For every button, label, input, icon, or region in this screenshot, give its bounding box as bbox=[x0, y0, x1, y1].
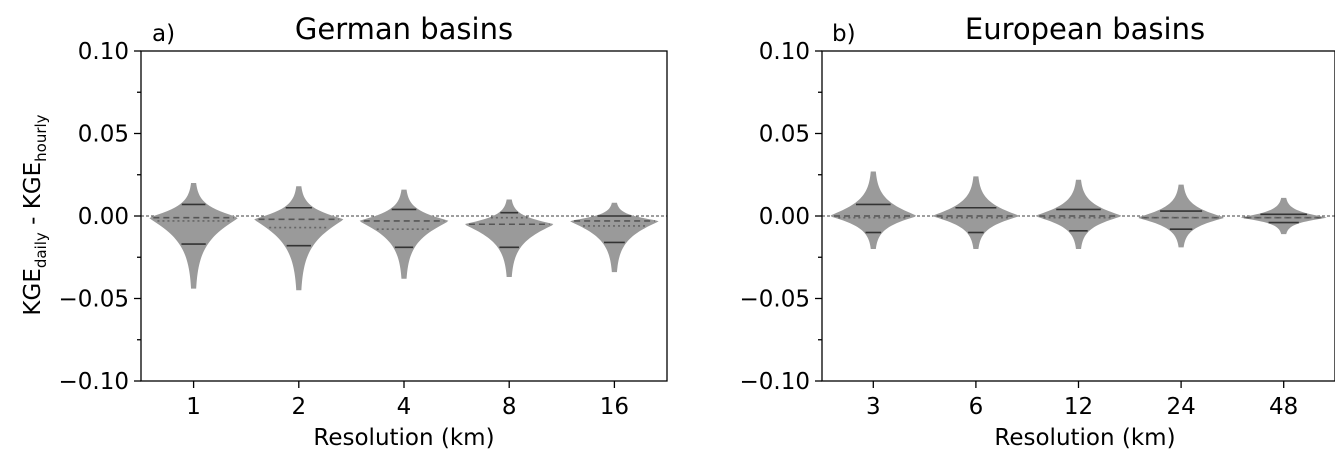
violin-24 bbox=[1138, 184, 1224, 248]
panel-label-b: b) bbox=[832, 21, 856, 47]
violin-body bbox=[149, 183, 238, 289]
violin-body bbox=[254, 186, 344, 291]
y-tick-label: −0.05 bbox=[740, 287, 810, 313]
violin-2 bbox=[254, 186, 344, 291]
violin-body bbox=[830, 171, 916, 249]
violin-body bbox=[1240, 197, 1327, 235]
x-tick-label: 48 bbox=[1269, 394, 1298, 420]
violin-body bbox=[359, 189, 449, 279]
y-axis-label: KGEdaily - KGEhourly bbox=[20, 114, 50, 315]
y-tick-label: 0.00 bbox=[78, 204, 129, 230]
y-tick-label: −0.05 bbox=[59, 287, 129, 313]
x-tick-label: 6 bbox=[969, 394, 984, 420]
y-axis-label-sub-hourly: hourly bbox=[32, 114, 50, 162]
x-axis-label-european: Resolution (km) bbox=[994, 425, 1175, 449]
x-axis-label-german: Resolution (km) bbox=[313, 425, 494, 449]
violin-3 bbox=[830, 171, 916, 249]
chart-title-german: German basins bbox=[295, 12, 513, 46]
x-tick-label: 24 bbox=[1166, 394, 1195, 420]
y-tick-label: −0.10 bbox=[740, 369, 810, 395]
x-tick-label: 1 bbox=[186, 394, 201, 420]
y-tick-label: 0.10 bbox=[78, 39, 129, 65]
violin-1 bbox=[149, 183, 238, 289]
panel-european-basins: b) European basins Resolution (km) 0.10 0… bbox=[740, 12, 1335, 449]
y-axis-label-separator: - KGE bbox=[20, 162, 46, 232]
y-tick-label: 0.00 bbox=[759, 204, 810, 230]
y-tick-label: 0.05 bbox=[759, 122, 810, 148]
violin-4 bbox=[359, 189, 449, 279]
panel-german-basins: a) German basins Resolution (km) 0.10 0.0… bbox=[59, 12, 668, 449]
y-tick-label: 0.10 bbox=[759, 39, 810, 65]
y-tick-label: 0.05 bbox=[78, 122, 129, 148]
violin-body bbox=[570, 202, 659, 273]
x-tick-label: 12 bbox=[1064, 394, 1093, 420]
violin-6 bbox=[933, 176, 1019, 249]
y-tick-label: −0.10 bbox=[59, 369, 129, 395]
violin-body bbox=[1138, 184, 1224, 248]
violin-48 bbox=[1240, 197, 1327, 235]
x-tick-label: 8 bbox=[502, 394, 517, 420]
violin-16 bbox=[570, 202, 659, 273]
x-tick-label: 3 bbox=[866, 394, 881, 420]
y-axis-label-sub-daily: daily bbox=[32, 232, 50, 268]
panel-label-a: a) bbox=[152, 21, 175, 47]
violin-body bbox=[933, 176, 1019, 249]
violin-body bbox=[1035, 179, 1122, 249]
violin-8 bbox=[465, 199, 554, 278]
violin-body bbox=[465, 199, 554, 278]
x-tick-label: 4 bbox=[397, 394, 412, 420]
x-tick-label: 16 bbox=[600, 394, 629, 420]
x-tick-label: 2 bbox=[291, 394, 306, 420]
chart-title-european: European basins bbox=[965, 12, 1205, 46]
violin-12 bbox=[1035, 179, 1122, 249]
